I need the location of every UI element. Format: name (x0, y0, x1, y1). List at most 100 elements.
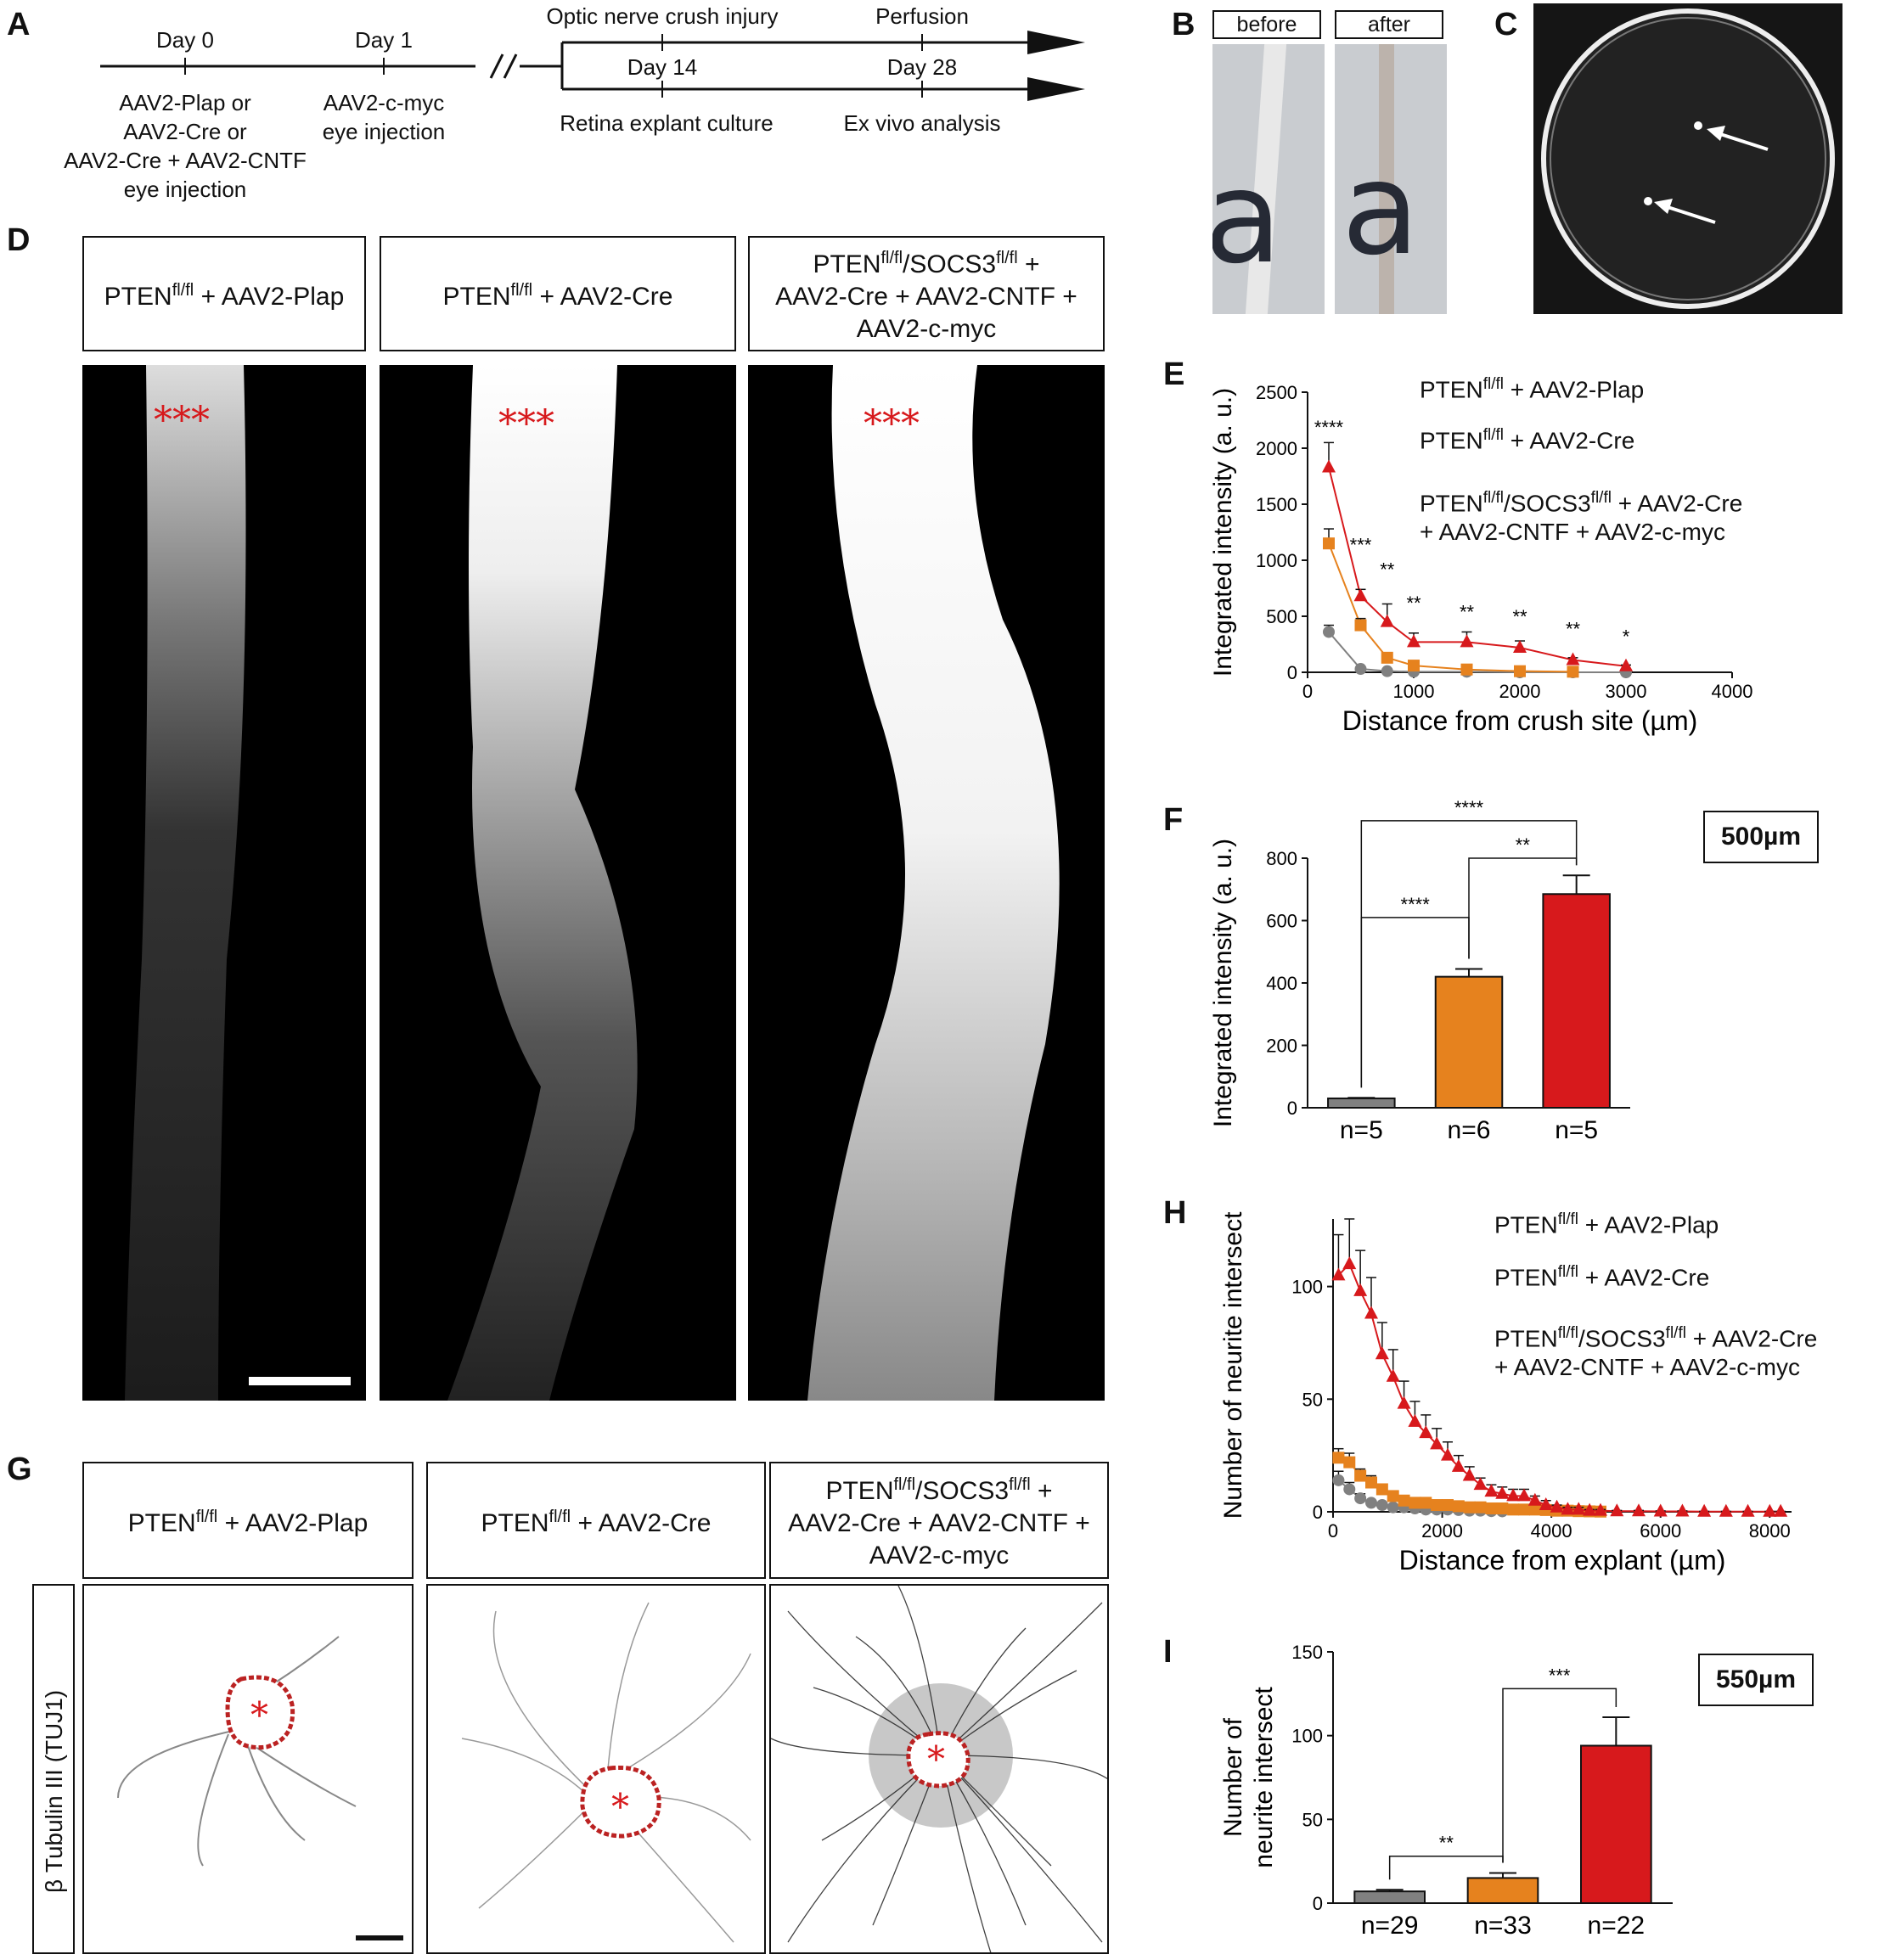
data-point-red (1719, 1503, 1733, 1517)
data-point-red (1473, 1477, 1488, 1491)
data-point-orange (1442, 1499, 1454, 1512)
significance-label: **** (1314, 417, 1344, 438)
data-point-red (1430, 1436, 1444, 1450)
data-point-orange (1463, 1501, 1476, 1514)
y-tick-label: 0 (1287, 662, 1297, 683)
significance-label: ** (1380, 559, 1395, 580)
data-point-orange (1409, 1497, 1421, 1509)
data-point-red (1583, 1502, 1597, 1516)
data-point-red (1561, 1502, 1575, 1515)
explant-image-combo: * (769, 1584, 1109, 1954)
data-point-red (1484, 1484, 1499, 1497)
y-tick-label: 150 (1291, 1642, 1323, 1663)
data-point-orange (1365, 1476, 1377, 1489)
panel-letter-b: B (1172, 7, 1195, 42)
timeline-crush-label: Optic nerve crush injury (546, 3, 779, 29)
scale-label-i: 550µm (1698, 1654, 1814, 1706)
group-header-combo-g: PTENfl/fl/SOCS3fl/fl + AAV2-Cre + AAV2-C… (769, 1462, 1109, 1579)
legend-e-combo: PTENfl/fl/SOCS3fl/fl + AAV2-Cre (1420, 489, 1743, 517)
category-label: n=33 (1474, 1912, 1532, 1940)
data-point-orange (1485, 1502, 1498, 1515)
series-line-orange (1328, 542, 1573, 673)
crush-site-marker: *** (864, 402, 920, 446)
data-point-orange (1398, 1494, 1410, 1507)
y-axis-label: Integrated intensity (a. u.) (1209, 388, 1237, 677)
category-label: n=5 (1555, 1116, 1598, 1144)
explant-center-marker: * (250, 1694, 268, 1736)
bar-gray (1353, 1890, 1426, 1905)
category-label: n=5 (1340, 1116, 1383, 1144)
legend-h-combo: PTENfl/fl/SOCS3fl/fl + AAV2-Cre (1494, 1324, 1818, 1352)
data-point-red (1610, 1503, 1624, 1517)
data-point-red (1550, 1499, 1564, 1513)
data-point-orange (1518, 1503, 1530, 1516)
y-tick-label: 1000 (1256, 550, 1297, 571)
significance-bracket (1388, 1855, 1504, 1880)
scale-bar (356, 1935, 403, 1940)
y-tick-label: 100 (1291, 1277, 1323, 1298)
data-point-orange (1354, 619, 1367, 632)
x-tick-label: 4000 (1712, 681, 1753, 702)
legend-e-cre: PTENfl/fl + AAV2-Cre (1420, 426, 1635, 454)
eye-before-photo: a (1212, 44, 1325, 314)
group-header-plap-g: PTENfl/fl + AAV2-Plap (82, 1462, 413, 1579)
data-point-red (1386, 1368, 1400, 1382)
scale-label-f: 500µm (1703, 811, 1819, 863)
explant-center-marker: * (927, 1738, 945, 1780)
y-tick-label: 500 (1266, 606, 1297, 627)
significance-label: **** (1401, 894, 1431, 915)
category-label: n=22 (1588, 1912, 1646, 1940)
category-label: n=6 (1448, 1116, 1491, 1144)
y-tick-label: 400 (1266, 973, 1297, 994)
data-point-red (1517, 1488, 1531, 1502)
data-point-gray (1365, 1497, 1377, 1509)
bar-red (1542, 893, 1611, 1109)
y-tick-label: 800 (1266, 848, 1297, 869)
x-tick-label: 2000 (1499, 681, 1541, 702)
bar-gray (1327, 1097, 1396, 1109)
bar-red (1580, 1744, 1652, 1904)
data-point-gray (1323, 626, 1335, 638)
data-point-red (1527, 1492, 1542, 1506)
significance-label: ** (1516, 834, 1531, 856)
group-header-combo-d: PTENfl/fl/SOCS3fl/fl + AAV2-Cre + AAV2-C… (748, 236, 1105, 351)
data-point-red (1495, 1485, 1510, 1499)
data-point-orange (1387, 1490, 1399, 1502)
timeline-perfusion-label: Perfusion (875, 3, 969, 29)
significance-label: *** (1350, 534, 1372, 555)
x-tick-label: 4000 (1531, 1520, 1572, 1542)
crush-site-marker: *** (498, 402, 554, 446)
data-point-orange (1323, 537, 1335, 550)
data-point-red (1675, 1503, 1690, 1517)
legend-h-cre: PTENfl/fl + AAV2-Cre (1494, 1263, 1710, 1291)
data-point-red (1441, 1447, 1454, 1461)
explant-image-cre: * (426, 1584, 766, 1954)
data-point-red (1380, 614, 1394, 627)
data-point-orange (1507, 1503, 1520, 1516)
data-point-red (1397, 1396, 1411, 1409)
data-point-red (1653, 1503, 1668, 1517)
data-point-red (1322, 459, 1336, 473)
data-point-gray (1387, 1501, 1399, 1514)
bar-orange (1466, 1877, 1539, 1904)
panel-letter-c: C (1494, 7, 1518, 42)
eye-after-photo: a (1335, 44, 1447, 314)
x-tick-label: 2000 (1421, 1520, 1463, 1542)
series-line-red (1337, 1262, 1781, 1513)
explant-center-marker: * (611, 1786, 629, 1828)
y-tick-label: 2500 (1256, 382, 1297, 403)
y-tick-label: 100 (1291, 1726, 1323, 1747)
panel-letter-g: G (7, 1452, 32, 1487)
data-point-orange (1452, 1500, 1465, 1513)
data-point-red (1451, 1458, 1466, 1472)
x-axis-label: Distance from crush site (µm) (1342, 705, 1698, 736)
series-line-gray (1328, 631, 1626, 673)
timeline-day1-label: Day 1 (355, 27, 413, 53)
data-point-red (1506, 1488, 1521, 1502)
data-point-red (1632, 1503, 1646, 1517)
panel-letter-i: I (1163, 1634, 1173, 1670)
significance-label: **** (1454, 797, 1484, 818)
timeline-day28-label: Day 28 (886, 54, 958, 80)
side-label-box (32, 1584, 75, 1954)
